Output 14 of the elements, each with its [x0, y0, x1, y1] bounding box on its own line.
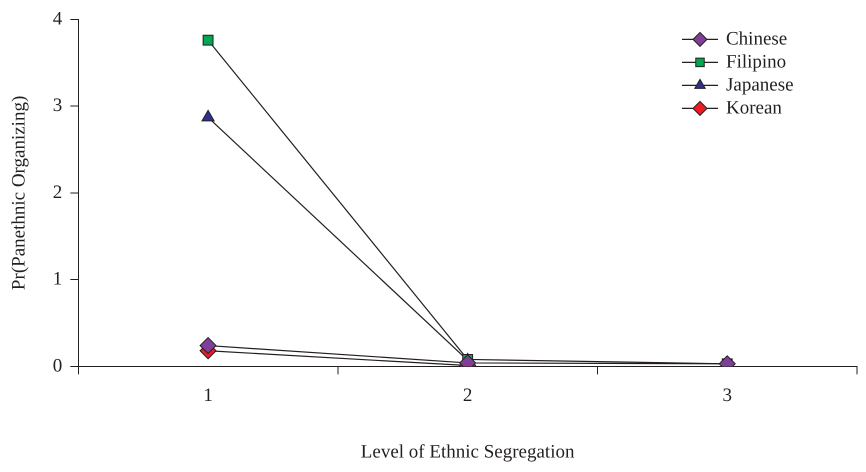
legend-label: Chinese — [726, 28, 788, 50]
legend-label: Japanese — [726, 74, 794, 96]
x-axis-title: Level of Ethnic Segregation — [360, 442, 575, 463]
y-tick-label: 2 — [52, 182, 62, 203]
legend-label: Filipino — [726, 51, 786, 72]
x-tick-label: 1 — [203, 384, 213, 406]
x-tick-label: 3 — [722, 384, 732, 406]
y-tick-label: 1 — [52, 268, 62, 290]
y-tick-label: 3 — [52, 95, 62, 116]
y-axis-title: Pr(Panethnic Organizing) — [8, 96, 30, 290]
legend-label: Korean — [726, 97, 782, 118]
y-tick-label: 4 — [52, 8, 63, 30]
x-tick-label: 2 — [462, 384, 472, 406]
y-tick-label: 0 — [52, 355, 62, 376]
